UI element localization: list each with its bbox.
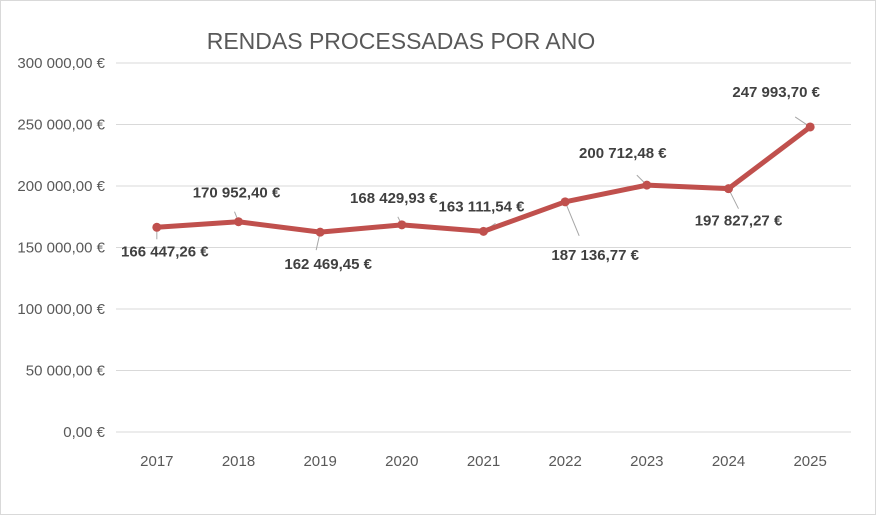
data-point bbox=[397, 220, 407, 230]
data-label: 187 136,77 € bbox=[551, 247, 639, 264]
data-label: 166 447,26 € bbox=[121, 243, 209, 260]
y-tick-label: 100 000,00 € bbox=[17, 301, 105, 318]
y-tick-label: 150 000,00 € bbox=[17, 240, 105, 257]
x-tick-label: 2017 bbox=[140, 453, 173, 470]
leader-line bbox=[564, 201, 580, 237]
data-label: 168 429,93 € bbox=[350, 190, 438, 207]
x-tick-label: 2019 bbox=[303, 453, 336, 470]
x-tick-label: 2020 bbox=[385, 453, 418, 470]
data-label: 200 712,48 € bbox=[579, 145, 667, 162]
data-point bbox=[642, 180, 652, 190]
data-label: 247 993,70 € bbox=[732, 84, 820, 101]
data-point bbox=[560, 197, 570, 207]
data-label: 162 469,45 € bbox=[284, 256, 372, 273]
chart-title: RENDAS PROCESSADAS POR ANO bbox=[207, 28, 596, 54]
data-point bbox=[152, 222, 162, 232]
data-label: 170 952,40 € bbox=[193, 185, 281, 202]
data-point bbox=[479, 226, 488, 236]
x-tick-label: 2018 bbox=[222, 453, 255, 470]
y-tick-label: 0,00 € bbox=[63, 424, 105, 441]
y-tick-label: 300 000,00 € bbox=[17, 55, 105, 72]
x-tick-label: 2024 bbox=[712, 453, 745, 470]
x-tick-label: 2022 bbox=[548, 453, 581, 470]
data-point bbox=[724, 184, 733, 194]
data-point bbox=[234, 217, 243, 227]
data-point bbox=[315, 227, 325, 237]
x-tick-label: 2025 bbox=[793, 453, 826, 470]
y-tick-label: 50 000,00 € bbox=[26, 363, 106, 380]
data-point bbox=[805, 122, 815, 132]
data-label: 163 111,54 € bbox=[439, 198, 526, 215]
x-tick-label: 2023 bbox=[630, 453, 663, 470]
x-tick-label: 2021 bbox=[467, 453, 500, 470]
data-label: 197 827,27 € bbox=[695, 213, 783, 230]
y-tick-label: 200 000,00 € bbox=[17, 178, 105, 195]
y-tick-label: 250 000,00 € bbox=[17, 117, 105, 134]
